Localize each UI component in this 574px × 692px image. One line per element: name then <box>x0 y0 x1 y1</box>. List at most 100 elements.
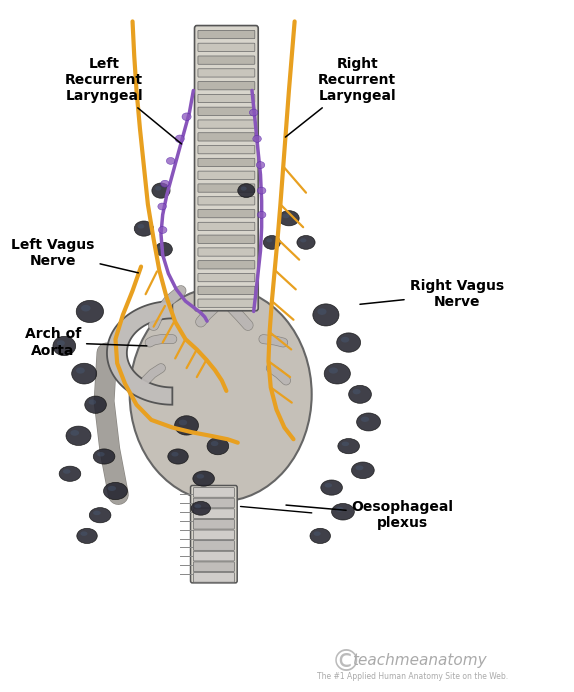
FancyBboxPatch shape <box>198 273 255 282</box>
Ellipse shape <box>250 109 258 116</box>
Ellipse shape <box>155 186 161 190</box>
Ellipse shape <box>352 389 360 394</box>
Ellipse shape <box>342 441 349 446</box>
Ellipse shape <box>313 304 339 326</box>
Ellipse shape <box>211 441 218 446</box>
Ellipse shape <box>182 113 191 120</box>
FancyBboxPatch shape <box>198 286 255 295</box>
Ellipse shape <box>282 214 289 218</box>
Ellipse shape <box>172 452 179 457</box>
Ellipse shape <box>207 437 228 455</box>
FancyBboxPatch shape <box>193 498 234 508</box>
Ellipse shape <box>310 528 331 543</box>
Ellipse shape <box>300 238 307 242</box>
FancyBboxPatch shape <box>198 184 255 192</box>
FancyBboxPatch shape <box>198 299 255 307</box>
Ellipse shape <box>279 210 299 226</box>
FancyBboxPatch shape <box>198 69 255 77</box>
Ellipse shape <box>341 337 349 343</box>
Ellipse shape <box>93 511 100 516</box>
Text: Oesophageal
plexus: Oesophageal plexus <box>286 500 453 530</box>
Ellipse shape <box>195 504 201 509</box>
Ellipse shape <box>297 235 315 249</box>
Ellipse shape <box>253 136 261 143</box>
Ellipse shape <box>161 180 169 187</box>
Ellipse shape <box>57 340 65 346</box>
Ellipse shape <box>138 224 145 228</box>
FancyBboxPatch shape <box>198 235 255 244</box>
Ellipse shape <box>152 183 170 198</box>
Ellipse shape <box>329 367 338 374</box>
FancyBboxPatch shape <box>198 158 255 167</box>
Ellipse shape <box>197 474 204 479</box>
FancyBboxPatch shape <box>193 509 234 518</box>
FancyBboxPatch shape <box>198 120 255 128</box>
Text: ©: © <box>331 648 361 677</box>
Ellipse shape <box>158 226 167 233</box>
Ellipse shape <box>71 430 79 436</box>
Ellipse shape <box>175 135 184 143</box>
Ellipse shape <box>168 449 188 464</box>
Ellipse shape <box>53 336 76 356</box>
Text: Right
Recurrent
Laryngeal: Right Recurrent Laryngeal <box>285 57 396 137</box>
Ellipse shape <box>356 413 381 431</box>
Ellipse shape <box>313 531 321 536</box>
FancyBboxPatch shape <box>198 210 255 218</box>
Ellipse shape <box>94 449 115 464</box>
Ellipse shape <box>158 203 166 210</box>
Ellipse shape <box>174 416 199 435</box>
FancyBboxPatch shape <box>198 82 255 90</box>
Ellipse shape <box>66 426 91 446</box>
Ellipse shape <box>158 245 164 249</box>
Text: Right Vagus
Nerve: Right Vagus Nerve <box>360 279 504 309</box>
FancyBboxPatch shape <box>198 43 255 51</box>
FancyBboxPatch shape <box>198 107 255 116</box>
Ellipse shape <box>134 221 154 236</box>
FancyBboxPatch shape <box>198 222 255 230</box>
Ellipse shape <box>266 238 272 242</box>
FancyBboxPatch shape <box>193 562 234 572</box>
Ellipse shape <box>179 419 187 426</box>
Ellipse shape <box>324 483 332 488</box>
Ellipse shape <box>81 305 91 311</box>
Ellipse shape <box>337 333 360 352</box>
Ellipse shape <box>257 187 266 194</box>
Ellipse shape <box>76 300 103 322</box>
Text: Arch of
Aorta: Arch of Aorta <box>25 327 147 358</box>
Ellipse shape <box>156 242 172 256</box>
Ellipse shape <box>76 367 85 374</box>
FancyBboxPatch shape <box>193 488 234 498</box>
Ellipse shape <box>193 471 215 486</box>
Ellipse shape <box>317 309 327 315</box>
Ellipse shape <box>241 186 247 190</box>
Ellipse shape <box>238 183 255 197</box>
Ellipse shape <box>90 508 111 522</box>
Ellipse shape <box>72 363 96 384</box>
Ellipse shape <box>263 235 281 249</box>
FancyBboxPatch shape <box>198 133 255 141</box>
Text: Left Vagus
Nerve: Left Vagus Nerve <box>11 237 138 273</box>
FancyBboxPatch shape <box>198 145 255 154</box>
Ellipse shape <box>130 287 312 502</box>
Text: The #1 Applied Human Anatomy Site on the Web.: The #1 Applied Human Anatomy Site on the… <box>317 672 509 681</box>
Ellipse shape <box>336 507 343 512</box>
Ellipse shape <box>351 462 374 479</box>
FancyBboxPatch shape <box>193 572 234 582</box>
Polygon shape <box>107 301 172 405</box>
Ellipse shape <box>97 452 104 457</box>
FancyBboxPatch shape <box>193 540 234 550</box>
FancyBboxPatch shape <box>198 30 255 39</box>
Ellipse shape <box>348 385 371 403</box>
Ellipse shape <box>166 158 175 165</box>
Ellipse shape <box>191 502 211 516</box>
FancyBboxPatch shape <box>193 552 234 561</box>
FancyBboxPatch shape <box>198 56 255 64</box>
Ellipse shape <box>108 486 116 491</box>
FancyBboxPatch shape <box>198 197 255 205</box>
Ellipse shape <box>257 211 266 218</box>
Ellipse shape <box>80 531 88 536</box>
Ellipse shape <box>324 363 350 384</box>
Ellipse shape <box>85 396 106 413</box>
Ellipse shape <box>338 439 359 454</box>
Ellipse shape <box>256 162 265 169</box>
